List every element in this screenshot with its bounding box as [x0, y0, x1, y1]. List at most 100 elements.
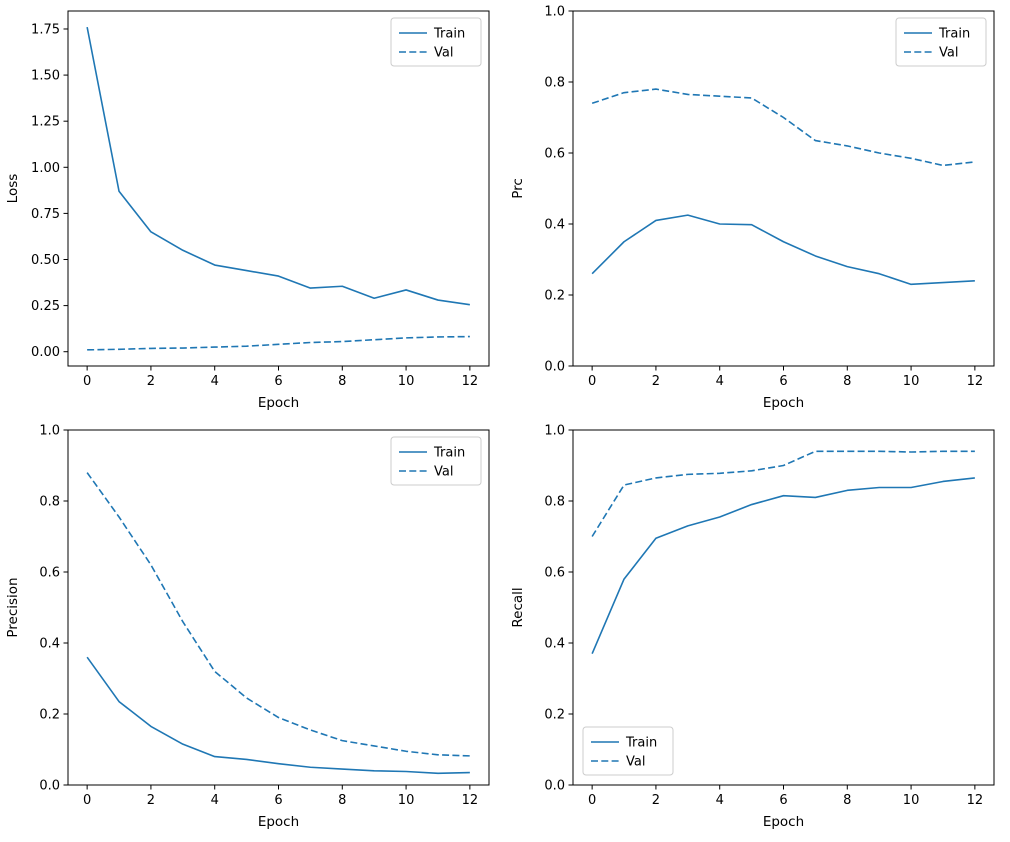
y-axis-label: Precision: [5, 577, 21, 637]
legend-box: [582, 726, 674, 776]
series-line-train: [86, 656, 470, 775]
y-tick-label: 0.8: [39, 495, 60, 510]
subplot-prc: 0 2 4 6 8 10 12 0.0 0.2 0.4 0.6 0.8 1.0 Epoch Prc Train…: [505, 0, 1010, 419]
y-tick-label: 0.6: [39, 566, 60, 581]
y-tick-label: 0.50: [31, 253, 60, 268]
y-tick-label: 0.4: [544, 218, 565, 233]
x-tick-label: 10: [398, 793, 415, 808]
x-axis-label: Epoch: [258, 395, 299, 411]
y-tick-label: 1.0: [544, 5, 565, 20]
subplot-recall: 0 2 4 6 8 10 12 0.0 0.2 0.4 0.6 0.8 1.0 Epoch Recall Tr…: [505, 419, 1010, 838]
y-axis-label: Loss: [5, 174, 21, 204]
x-tick-label: 2: [652, 374, 660, 389]
x-tick-label: 0: [588, 374, 596, 389]
x-tick-label: 12: [967, 793, 984, 808]
series-line-train: [86, 26, 470, 306]
y-tick-label: 0.4: [544, 637, 565, 652]
legend-label-train: Train: [433, 446, 465, 461]
x-tick-label: 12: [462, 793, 479, 808]
x-tick-label: 2: [147, 793, 155, 808]
x-tick-label: 10: [398, 374, 415, 389]
x-tick-label: 8: [843, 374, 851, 389]
y-tick-label: 1.0: [39, 424, 60, 439]
y-axis: 0.00 0.25 0.50 0.75 1.00 1.25 1.50 1.75: [31, 22, 68, 360]
y-tick-label: 1.25: [31, 115, 60, 130]
y-tick-label: 0.00: [31, 345, 60, 360]
y-tick-label: 0.2: [544, 708, 565, 723]
x-axis-label: Epoch: [763, 814, 804, 830]
x-tick-label: 6: [779, 374, 787, 389]
x-tick-label: 2: [147, 374, 155, 389]
x-tick-label: 12: [462, 374, 479, 389]
subplot-loss: 0 2 4 6 8 10 12 0.00 0.25 0.50 0.75 1.00 1.25 1.50 1.7…: [0, 0, 505, 419]
precision-chart-canvas: 0 2 4 6 8 10 12 0.0 0.2 0.4 0.6 0.8 1.0 Epoch Precisio…: [5, 424, 490, 830]
x-tick-label: 0: [83, 374, 91, 389]
y-tick-label: 0.8: [544, 495, 565, 510]
y-tick-label: 1.50: [31, 69, 60, 84]
x-tick-label: 8: [338, 793, 346, 808]
x-axis: 0 2 4 6 8 10 12: [588, 785, 983, 808]
legend: Train Val: [582, 726, 674, 776]
y-axis: 0.0 0.2 0.4 0.6 0.8 1.0: [544, 5, 573, 375]
subplot-precision: 0 2 4 6 8 10 12 0.0 0.2 0.4 0.6 0.8 1.0 Epoch Precisio…: [0, 419, 505, 838]
legend-label-val: Val: [626, 755, 645, 770]
y-axis-label: Prc: [510, 178, 526, 199]
series-line-val: [591, 88, 975, 167]
x-tick-label: 4: [716, 374, 724, 389]
y-tick-label: 1.75: [31, 22, 60, 37]
y-tick-label: 0.2: [39, 708, 60, 723]
x-tick-label: 12: [967, 374, 984, 389]
y-tick-label: 0.4: [39, 637, 60, 652]
y-axis: 0.0 0.2 0.4 0.6 0.8 1.0: [39, 424, 68, 794]
prc-chart-canvas: 0 2 4 6 8 10 12 0.0 0.2 0.4 0.6 0.8 1.0 Epoch Prc Train…: [510, 5, 995, 411]
x-axis: 0 2 4 6 8 10 12: [588, 366, 983, 389]
series-line-val: [86, 472, 470, 757]
legend: Train Val: [390, 17, 482, 67]
legend-label-val: Val: [939, 46, 958, 61]
x-tick-label: 0: [588, 793, 596, 808]
x-tick-label: 10: [903, 793, 920, 808]
x-tick-label: 6: [274, 374, 282, 389]
y-tick-label: 0.6: [544, 147, 565, 162]
x-tick-label: 4: [211, 374, 219, 389]
x-tick-label: 6: [779, 793, 787, 808]
legend: Train Val: [895, 17, 987, 67]
legend-label-train: Train: [625, 736, 657, 751]
y-tick-label: 0.0: [39, 779, 60, 794]
legend-box: [390, 17, 482, 67]
legend-label-val: Val: [434, 46, 453, 61]
x-tick-label: 10: [903, 374, 920, 389]
y-tick-label: 1.0: [544, 424, 565, 439]
y-axis: 0.0 0.2 0.4 0.6 0.8 1.0: [544, 424, 573, 794]
legend-label-train: Train: [938, 27, 970, 42]
y-tick-label: 0.2: [544, 289, 565, 304]
x-axis-label: Epoch: [763, 395, 804, 411]
x-tick-label: 4: [211, 793, 219, 808]
x-axis: 0 2 4 6 8 10 12: [83, 366, 478, 389]
x-axis-label: Epoch: [258, 814, 299, 830]
legend-box: [390, 436, 482, 486]
y-tick-label: 0.75: [31, 207, 60, 222]
series-line-val: [591, 450, 975, 537]
series-line-train: [591, 214, 975, 286]
y-tick-label: 1.00: [31, 161, 60, 176]
legend-box: [895, 17, 987, 67]
recall-chart-canvas: 0 2 4 6 8 10 12 0.0 0.2 0.4 0.6 0.8 1.0 Epoch Recall Tr…: [510, 424, 995, 830]
x-tick-label: 2: [652, 793, 660, 808]
x-tick-label: 6: [274, 793, 282, 808]
legend-label-val: Val: [434, 465, 453, 480]
legend: Train Val: [390, 436, 482, 486]
y-tick-label: 0.0: [544, 360, 565, 375]
x-axis: 0 2 4 6 8 10 12: [83, 785, 478, 808]
x-tick-label: 0: [83, 793, 91, 808]
legend-label-train: Train: [433, 27, 465, 42]
series-line-val: [87, 335, 470, 351]
y-axis-label: Recall: [510, 587, 526, 627]
y-tick-label: 0.8: [544, 76, 565, 91]
y-tick-label: 0.0: [544, 779, 565, 794]
y-tick-label: 0.6: [544, 566, 565, 581]
loss-chart-canvas: 0 2 4 6 8 10 12 0.00 0.25 0.50 0.75 1.00 1.25 1.50 1.7…: [5, 10, 490, 411]
x-tick-label: 4: [716, 793, 724, 808]
series-line-train: [591, 477, 975, 654]
